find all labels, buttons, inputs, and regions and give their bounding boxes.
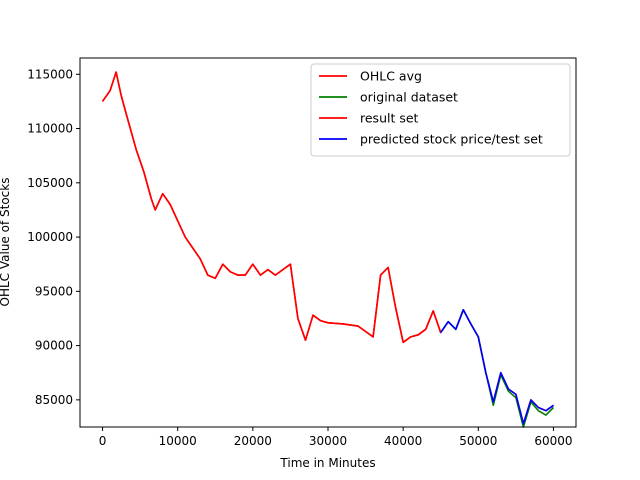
y-tick-label-2: 95000	[35, 284, 73, 298]
y-tick-label-3: 100000	[27, 230, 73, 244]
y-axis-ticks: 85000 90000 95000 100000 105000 110000 115000	[27, 67, 80, 407]
legend-label-2: result set	[360, 111, 419, 126]
legend: OHLC avg original dataset result set predic…	[310, 63, 571, 157]
y-axis-label: OHLC Value of Stocks	[0, 178, 12, 307]
x-axis-ticks: 0 10000 20000 30000 40000 50000 60000	[99, 427, 573, 448]
x-tick-label-3: 30000	[309, 434, 347, 448]
plot-area	[101, 71, 555, 428]
legend-label-0: OHLC avg	[360, 69, 422, 84]
x-axis-label: Time in Minutes	[279, 456, 375, 470]
y-tick-label-6: 115000	[27, 67, 73, 81]
y-tick-label-0: 85000	[35, 393, 73, 407]
legend-label-1: original dataset	[360, 90, 458, 105]
y-tick-label-4: 105000	[27, 176, 73, 190]
x-tick-label-0: 0	[99, 434, 107, 448]
x-tick-label-2: 20000	[234, 434, 272, 448]
x-tick-label-5: 50000	[459, 434, 497, 448]
x-tick-label-4: 40000	[384, 434, 422, 448]
legend-box	[310, 63, 571, 157]
y-tick-label-1: 90000	[35, 339, 73, 353]
axes-frame	[79, 57, 577, 428]
legend-label-3: predicted stock price/test set	[360, 132, 543, 147]
x-tick-label-6: 60000	[534, 434, 572, 448]
y-tick-label-5: 110000	[27, 122, 73, 136]
series-line-2	[101, 71, 442, 344]
series-line-3	[440, 308, 554, 425]
x-tick-label-1: 10000	[159, 434, 197, 448]
